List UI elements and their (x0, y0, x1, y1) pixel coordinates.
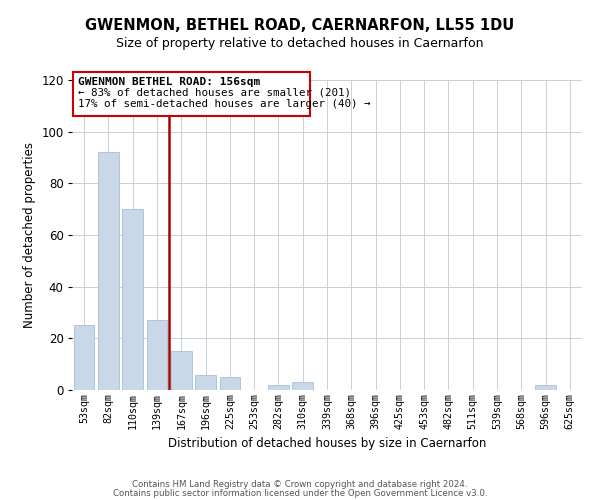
Text: Size of property relative to detached houses in Caernarfon: Size of property relative to detached ho… (116, 38, 484, 51)
Bar (268, 385, 289, 390)
Bar (535, 385, 556, 390)
Bar (171, 351, 191, 390)
Bar (74, 326, 94, 390)
Bar (122, 209, 143, 390)
Text: 17% of semi-detached houses are larger (40) →: 17% of semi-detached houses are larger (… (79, 100, 371, 110)
Text: GWENMON, BETHEL ROAD, CAERNARFON, LL55 1DU: GWENMON, BETHEL ROAD, CAERNARFON, LL55 1… (85, 18, 515, 32)
FancyBboxPatch shape (73, 72, 310, 116)
Bar (146, 320, 167, 390)
X-axis label: Distribution of detached houses by size in Caernarfon: Distribution of detached houses by size … (168, 437, 486, 450)
Bar (98, 152, 119, 390)
Text: GWENMON BETHEL ROAD: 156sqm: GWENMON BETHEL ROAD: 156sqm (79, 78, 260, 88)
Text: Contains HM Land Registry data © Crown copyright and database right 2024.: Contains HM Land Registry data © Crown c… (132, 480, 468, 489)
Bar (195, 374, 216, 390)
Text: ← 83% of detached houses are smaller (201): ← 83% of detached houses are smaller (20… (79, 88, 352, 98)
Bar (220, 377, 240, 390)
Bar (292, 382, 313, 390)
Text: Contains public sector information licensed under the Open Government Licence v3: Contains public sector information licen… (113, 489, 487, 498)
Y-axis label: Number of detached properties: Number of detached properties (23, 142, 36, 328)
